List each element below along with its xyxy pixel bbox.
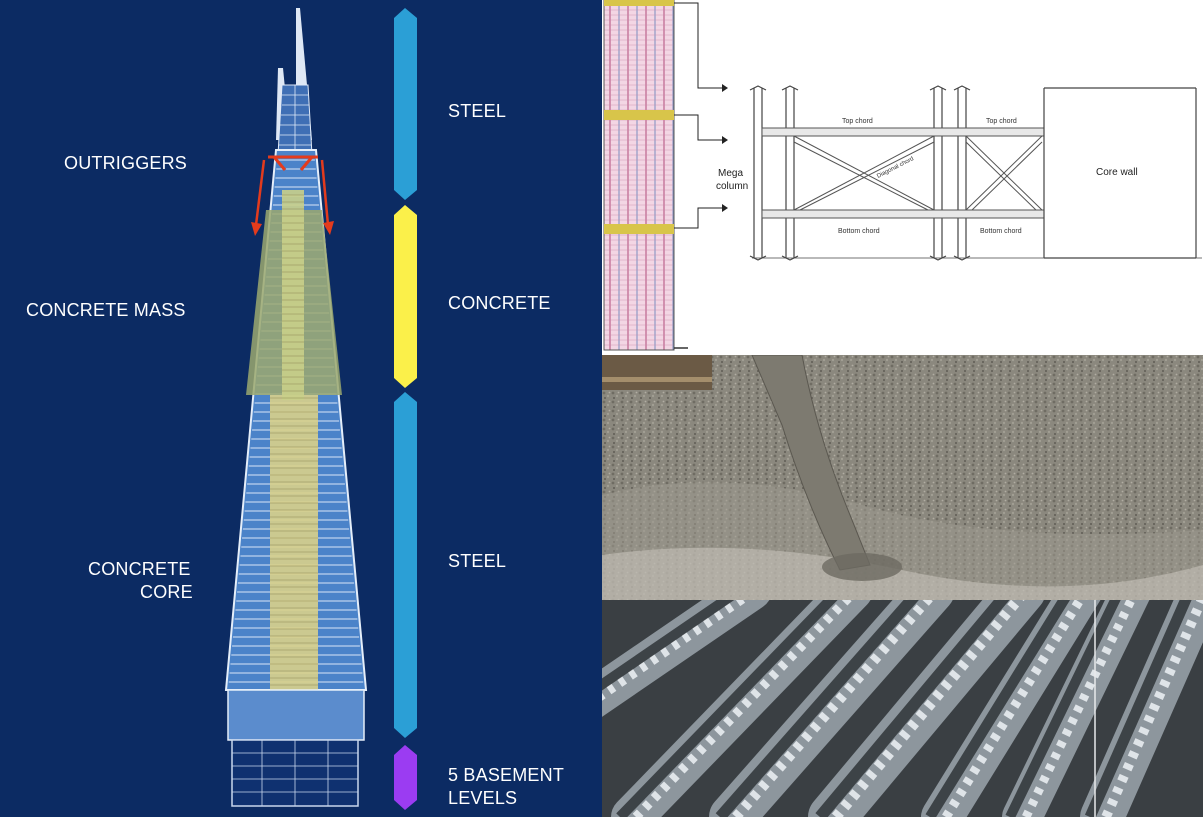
mega-column — [749, 85, 799, 261]
concrete-core-label-line1: CONCRETE — [88, 559, 191, 579]
basement-label-line2: LEVELS — [448, 788, 518, 808]
diagonal-bracing — [793, 135, 1043, 211]
rebar-bars — [602, 600, 1203, 817]
rebar-photo — [602, 600, 1203, 817]
basement-lines — [232, 740, 358, 806]
outrigger-arrow-right — [320, 159, 334, 235]
concrete-pour-photo — [602, 355, 1203, 600]
pointer-arrows — [674, 2, 722, 229]
rebar-photo-art — [602, 600, 1203, 817]
outrigger-drawing: Mega column Top chord Top chord Diagonal… — [603, 0, 1202, 351]
bottom-chord-label: Bottom chord — [838, 228, 880, 235]
core-floor-lines — [270, 194, 318, 693]
core-upper — [282, 190, 304, 400]
tower-section-drawing — [224, 8, 417, 810]
top-chord-label: Top chord — [842, 118, 873, 125]
outrigger-arrow-left — [251, 159, 266, 236]
outrigger-bracket — [268, 155, 318, 171]
core-wall — [752, 87, 1202, 259]
outriggers-label: OUTRIGGERS — [64, 153, 188, 173]
top-chord-label-2: Top chord — [986, 118, 1017, 125]
steel-bar-lower — [394, 392, 417, 738]
rebar-bar — [1080, 600, 1203, 817]
basement-label-line1: 5 BASEMENT — [448, 765, 565, 785]
mega-column-label-2: column — [716, 181, 748, 192]
core-wall-label: Core wall — [1096, 167, 1138, 178]
tower-diagram-panel: OUTRIGGERS CONCRETE MASS CONCRETE CORE S… — [26, 8, 565, 810]
elevation-band — [604, 224, 674, 234]
outrigger-column — [929, 85, 971, 261]
concrete-bar — [394, 205, 417, 388]
elevation-band — [604, 110, 674, 120]
rebar-bar — [808, 600, 1044, 817]
elevation-band — [604, 0, 674, 6]
rebar-bar — [921, 600, 1101, 817]
concrete-label: CONCRETE — [448, 293, 551, 313]
podium — [227, 689, 365, 741]
rebar-bar — [1002, 600, 1150, 817]
rebar-bar — [709, 600, 953, 817]
steel-lower-label: STEEL — [448, 551, 507, 571]
formwork-edge — [602, 355, 712, 390]
basement-bar — [394, 745, 417, 810]
concrete-core-label-line2: CORE — [140, 582, 193, 602]
rebar-bar — [611, 600, 871, 817]
spire-lattice-lines — [279, 85, 311, 155]
bottom-chord-label-2: Bottom chord — [980, 228, 1022, 235]
pointer-arrowheads — [722, 84, 728, 212]
steel-bar-upper — [394, 8, 417, 200]
mega-column-label-1: Mega — [718, 168, 743, 179]
rebar-bar — [602, 600, 770, 717]
concrete-mass-label: CONCRETE MASS — [26, 300, 186, 320]
outrigger-structural-diagram: Mega column Top chord Top chord Diagonal… — [602, 0, 1203, 355]
concrete-photo-art — [602, 355, 1203, 600]
steel-upper-label: STEEL — [448, 101, 507, 121]
